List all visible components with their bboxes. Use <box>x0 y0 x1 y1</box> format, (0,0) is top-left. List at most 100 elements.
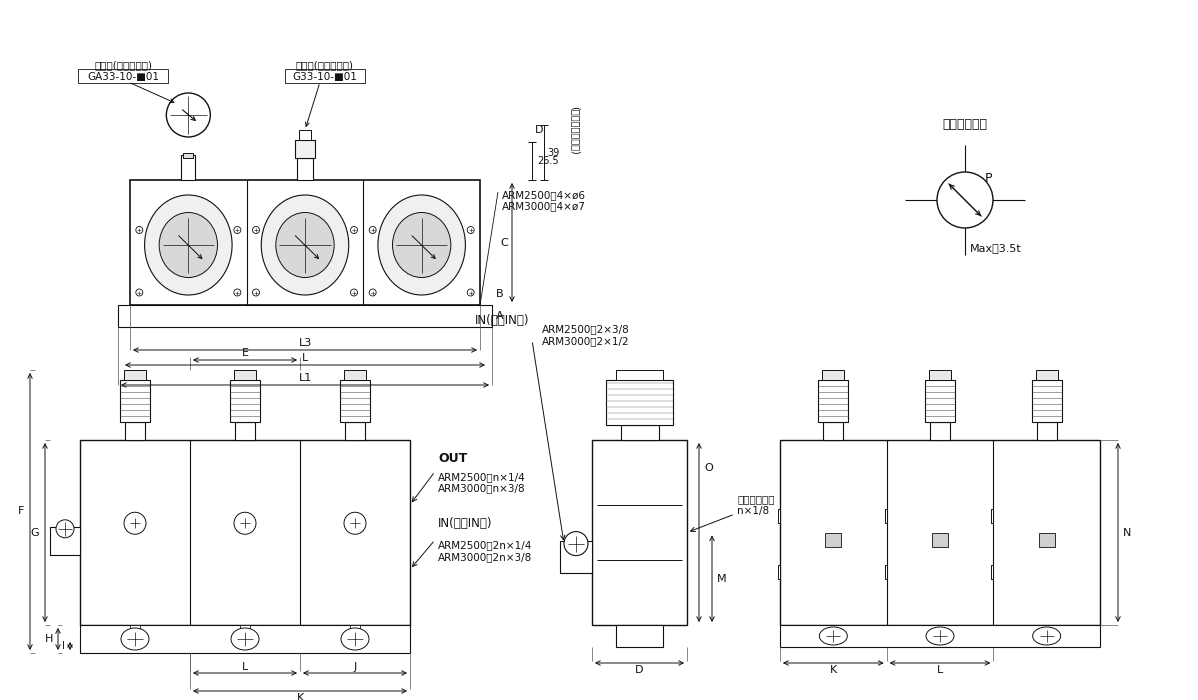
Text: ARM2500：4×ø6
ARM3000：4×ø7: ARM2500：4×ø6 ARM3000：4×ø7 <box>502 190 586 211</box>
Text: I: I <box>62 641 65 651</box>
Ellipse shape <box>261 195 349 295</box>
Bar <box>125 370 146 380</box>
Text: K: K <box>830 665 837 675</box>
Bar <box>235 422 255 440</box>
Ellipse shape <box>926 627 954 645</box>
Bar <box>297 158 313 180</box>
Ellipse shape <box>276 213 334 277</box>
Circle shape <box>937 172 993 228</box>
Bar <box>350 625 361 630</box>
Bar <box>240 625 250 630</box>
Bar <box>823 422 843 440</box>
Text: J: J <box>353 662 357 672</box>
Bar <box>345 422 365 440</box>
Bar <box>120 380 150 422</box>
Ellipse shape <box>121 628 149 650</box>
Bar <box>616 625 664 647</box>
Ellipse shape <box>377 195 465 295</box>
Bar <box>616 370 664 380</box>
Text: Max：3.5t: Max：3.5t <box>970 243 1022 253</box>
Ellipse shape <box>393 213 450 277</box>
Text: ゲージポート
n×1/8: ゲージポート n×1/8 <box>737 494 774 515</box>
Bar <box>285 69 365 83</box>
Text: O: O <box>704 463 713 473</box>
Bar <box>131 180 480 305</box>
Ellipse shape <box>1033 627 1060 645</box>
Bar <box>780 440 1100 625</box>
Bar <box>1035 370 1058 380</box>
Bar <box>234 370 256 380</box>
Ellipse shape <box>231 628 259 650</box>
Text: L1: L1 <box>298 373 311 383</box>
Text: L: L <box>937 665 943 675</box>
Bar <box>131 625 140 630</box>
Bar <box>78 69 169 83</box>
Text: 26.5: 26.5 <box>537 156 558 166</box>
Bar <box>117 305 492 327</box>
Text: D: D <box>635 665 643 675</box>
Ellipse shape <box>341 628 369 650</box>
Text: パネル取付穴: パネル取付穴 <box>943 118 987 132</box>
Text: M: M <box>716 574 727 584</box>
Bar <box>183 153 193 158</box>
Bar <box>991 565 993 579</box>
Circle shape <box>253 227 260 234</box>
Bar <box>1031 380 1061 422</box>
Text: ARM2500：2n×1/4
ARM3000：2n×3/8: ARM2500：2n×1/4 ARM3000：2n×3/8 <box>438 540 532 562</box>
Bar <box>925 380 955 422</box>
Text: IN(共通IN形): IN(共通IN形) <box>474 314 530 326</box>
Bar <box>825 533 841 547</box>
Ellipse shape <box>159 213 218 277</box>
Bar <box>884 510 887 524</box>
Text: (圧力計付の場合): (圧力計付の場合) <box>570 106 580 155</box>
Text: GA33-10-■01: GA33-10-■01 <box>87 72 159 82</box>
Text: G33-10-■01: G33-10-■01 <box>292 72 357 82</box>
Text: L3: L3 <box>298 338 311 348</box>
Circle shape <box>369 289 376 296</box>
Bar <box>884 565 887 579</box>
Bar <box>822 370 845 380</box>
Bar <box>930 422 950 440</box>
Bar <box>559 541 592 573</box>
Bar <box>991 510 993 524</box>
Text: 圧力計(オプション): 圧力計(オプション) <box>95 60 152 70</box>
Text: F: F <box>18 507 24 517</box>
Text: H: H <box>44 634 53 644</box>
Text: C: C <box>501 237 508 248</box>
Text: D: D <box>536 125 544 135</box>
Ellipse shape <box>125 512 146 534</box>
Bar <box>125 422 145 440</box>
Text: K: K <box>296 693 303 700</box>
Bar <box>778 510 780 524</box>
Ellipse shape <box>56 520 74 538</box>
Text: N: N <box>1123 528 1131 538</box>
Circle shape <box>135 289 143 296</box>
Circle shape <box>234 227 241 234</box>
Circle shape <box>351 289 357 296</box>
Text: A: A <box>496 311 503 321</box>
Text: OUT: OUT <box>438 452 467 465</box>
Ellipse shape <box>344 512 367 534</box>
Bar <box>818 380 848 422</box>
Bar <box>621 425 659 440</box>
Ellipse shape <box>819 627 847 645</box>
Bar <box>928 370 951 380</box>
Text: G: G <box>30 528 40 538</box>
Bar <box>780 625 1100 647</box>
Bar <box>1039 533 1054 547</box>
Ellipse shape <box>234 512 256 534</box>
Bar <box>1036 422 1057 440</box>
Bar <box>344 370 367 380</box>
Bar <box>230 380 260 422</box>
Bar <box>340 380 370 422</box>
Ellipse shape <box>145 195 232 295</box>
Circle shape <box>369 227 376 234</box>
Circle shape <box>467 227 474 234</box>
Circle shape <box>253 289 260 296</box>
Text: B: B <box>496 289 503 299</box>
Text: L: L <box>302 353 308 363</box>
Text: 39: 39 <box>547 148 559 158</box>
Bar <box>181 155 195 180</box>
Bar <box>80 440 410 625</box>
Circle shape <box>234 289 241 296</box>
